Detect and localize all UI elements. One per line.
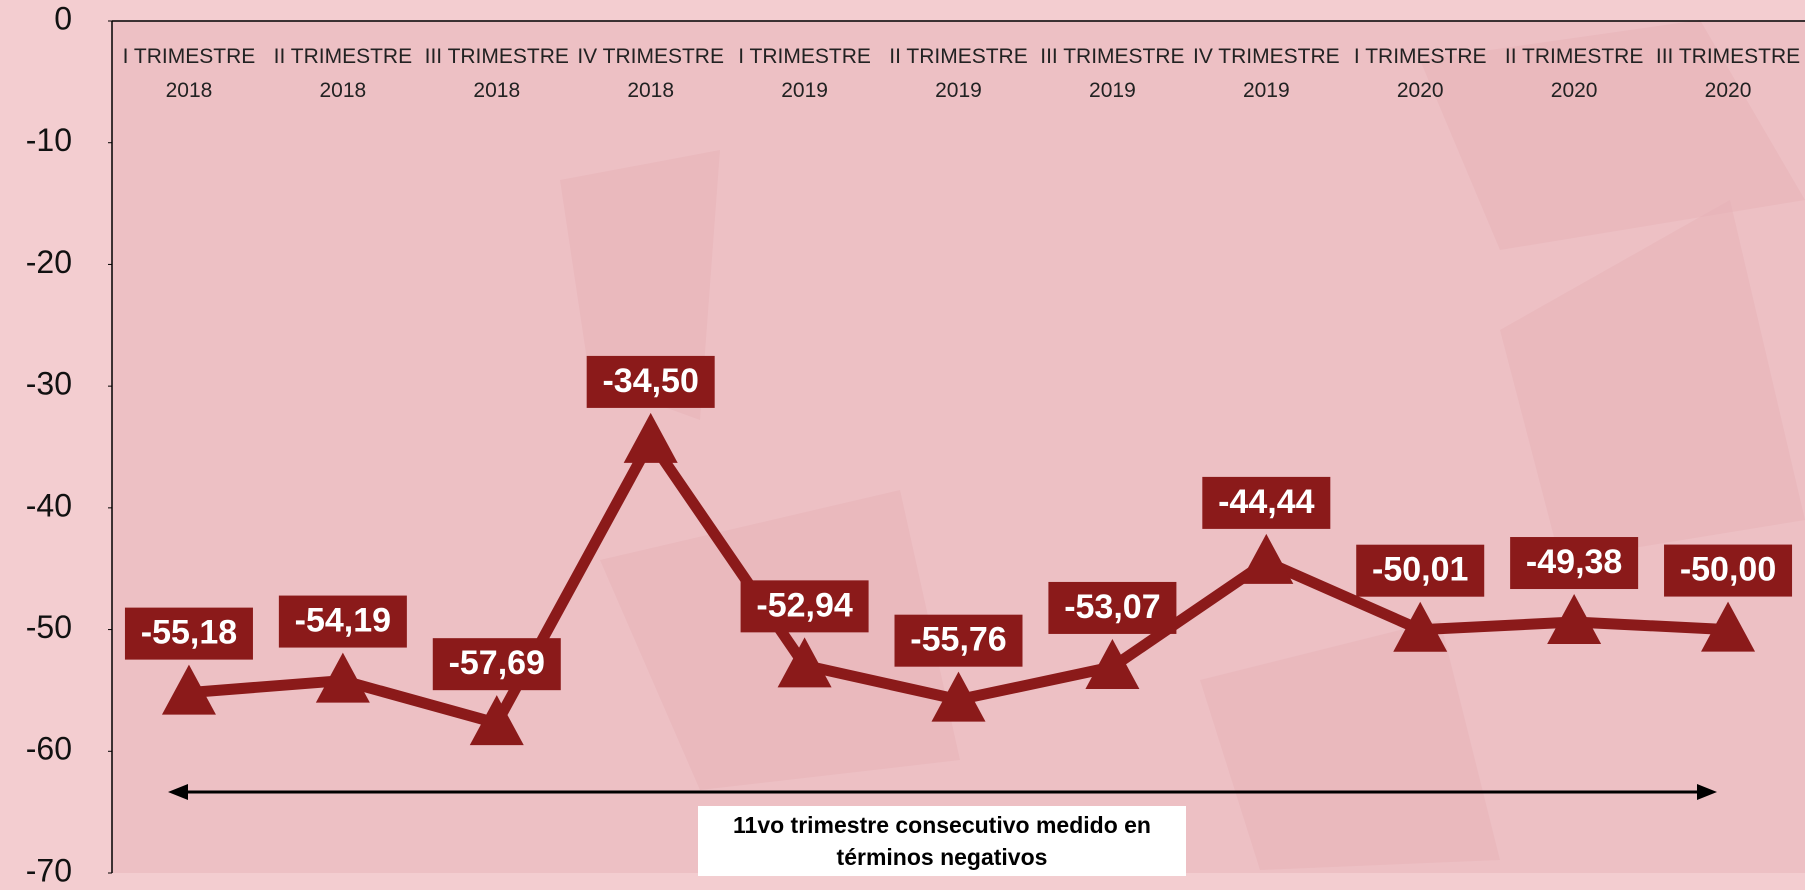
x-tick-label: IV TRIMESTRE 2018 <box>577 45 724 102</box>
x-tick-label: I TRIMESTRE 2019 <box>738 45 871 102</box>
y-tick-label: -20 <box>26 244 72 280</box>
x-tick-label: II TRIMESTRE 2019 <box>889 45 1028 102</box>
data-label-box <box>1356 544 1485 597</box>
y-tick-label: -70 <box>26 852 72 888</box>
data-label: -53,07 <box>1064 588 1160 626</box>
data-label: -34,50 <box>602 362 698 400</box>
marker <box>1393 601 1448 652</box>
marker <box>1701 601 1756 652</box>
y-tick-label: -40 <box>26 487 72 523</box>
marker <box>1239 533 1294 584</box>
data-label-box <box>1664 544 1793 597</box>
x-tick-label: III TRIMESTRE 2020 <box>1655 45 1801 102</box>
data-label-box <box>740 580 869 633</box>
data-label-box <box>1510 537 1639 590</box>
data-label: -55,18 <box>141 614 237 652</box>
x-tick-label: I TRIMESTRE 2018 <box>122 45 256 102</box>
data-label: -50,00 <box>1680 551 1776 589</box>
x-tick-label: III TRIMESTRE 2019 <box>1040 45 1185 102</box>
data-label: -50,01 <box>1372 551 1468 589</box>
data-label-box <box>124 607 253 660</box>
marker <box>931 671 986 722</box>
marker <box>1085 638 1140 689</box>
data-label: -52,94 <box>756 586 852 624</box>
data-label-box <box>1202 476 1331 529</box>
data-label-box <box>278 595 407 648</box>
y-tick-label: -30 <box>26 366 72 402</box>
marker <box>469 695 524 746</box>
marker <box>623 412 678 463</box>
y-tick-label: -10 <box>26 122 72 158</box>
data-label: -49,38 <box>1526 543 1622 581</box>
data-label-box <box>432 638 561 691</box>
marker <box>161 664 216 715</box>
data-label-box <box>1048 581 1177 634</box>
x-tick-label: I TRIMESTRE 2020 <box>1353 45 1487 102</box>
x-tick-label: III TRIMESTRE 2018 <box>424 45 569 102</box>
x-tick-label: II TRIMESTRE 2020 <box>1504 45 1644 102</box>
annotation: 11vo trimestre consecutivo medido en tér… <box>698 806 1186 876</box>
plot-area <box>112 21 1805 873</box>
marker <box>315 652 370 703</box>
marker <box>1547 594 1602 645</box>
data-label: -54,19 <box>295 602 391 640</box>
data-label: -44,44 <box>1218 483 1314 521</box>
data-label-box <box>586 355 715 408</box>
x-tick-label: IV TRIMESTRE 2019 <box>1192 45 1340 102</box>
x-tick-label: II TRIMESTRE 2018 <box>273 45 413 102</box>
marker <box>777 637 832 688</box>
y-tick-label: 0 <box>54 0 72 36</box>
data-label: -55,76 <box>910 621 1006 659</box>
arrow-head <box>168 784 188 800</box>
y-tick-label: -60 <box>26 731 72 767</box>
arrow-head <box>1697 784 1717 800</box>
data-label: -57,69 <box>449 644 545 682</box>
data-label-box <box>894 614 1023 667</box>
y-tick-label: -50 <box>26 609 72 645</box>
